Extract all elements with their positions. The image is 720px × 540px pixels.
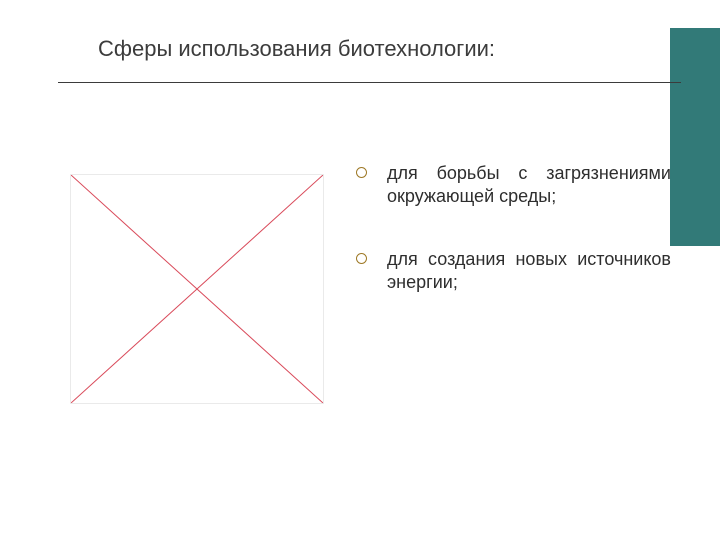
list-item: для создания новых источников энергии;: [356, 248, 671, 294]
bullet-text: для борьбы с загрязнениями окружающей ср…: [387, 162, 671, 208]
list-item: для борьбы с загрязнениями окружающей ср…: [356, 162, 671, 208]
placeholder-cross-icon: [71, 175, 323, 403]
bullet-text: для создания новых источников энергии;: [387, 248, 671, 294]
slide-title: Сферы использования биотехнологии:: [98, 36, 495, 62]
image-placeholder: [70, 174, 324, 404]
accent-bar: [670, 28, 720, 246]
title-underline: [58, 82, 681, 83]
bullet-marker-icon: [356, 167, 367, 178]
bullet-list: для борьбы с загрязнениями окружающей ср…: [356, 162, 671, 334]
bullet-marker-icon: [356, 253, 367, 264]
slide: Сферы использования биотехнологии: для б…: [0, 0, 720, 540]
